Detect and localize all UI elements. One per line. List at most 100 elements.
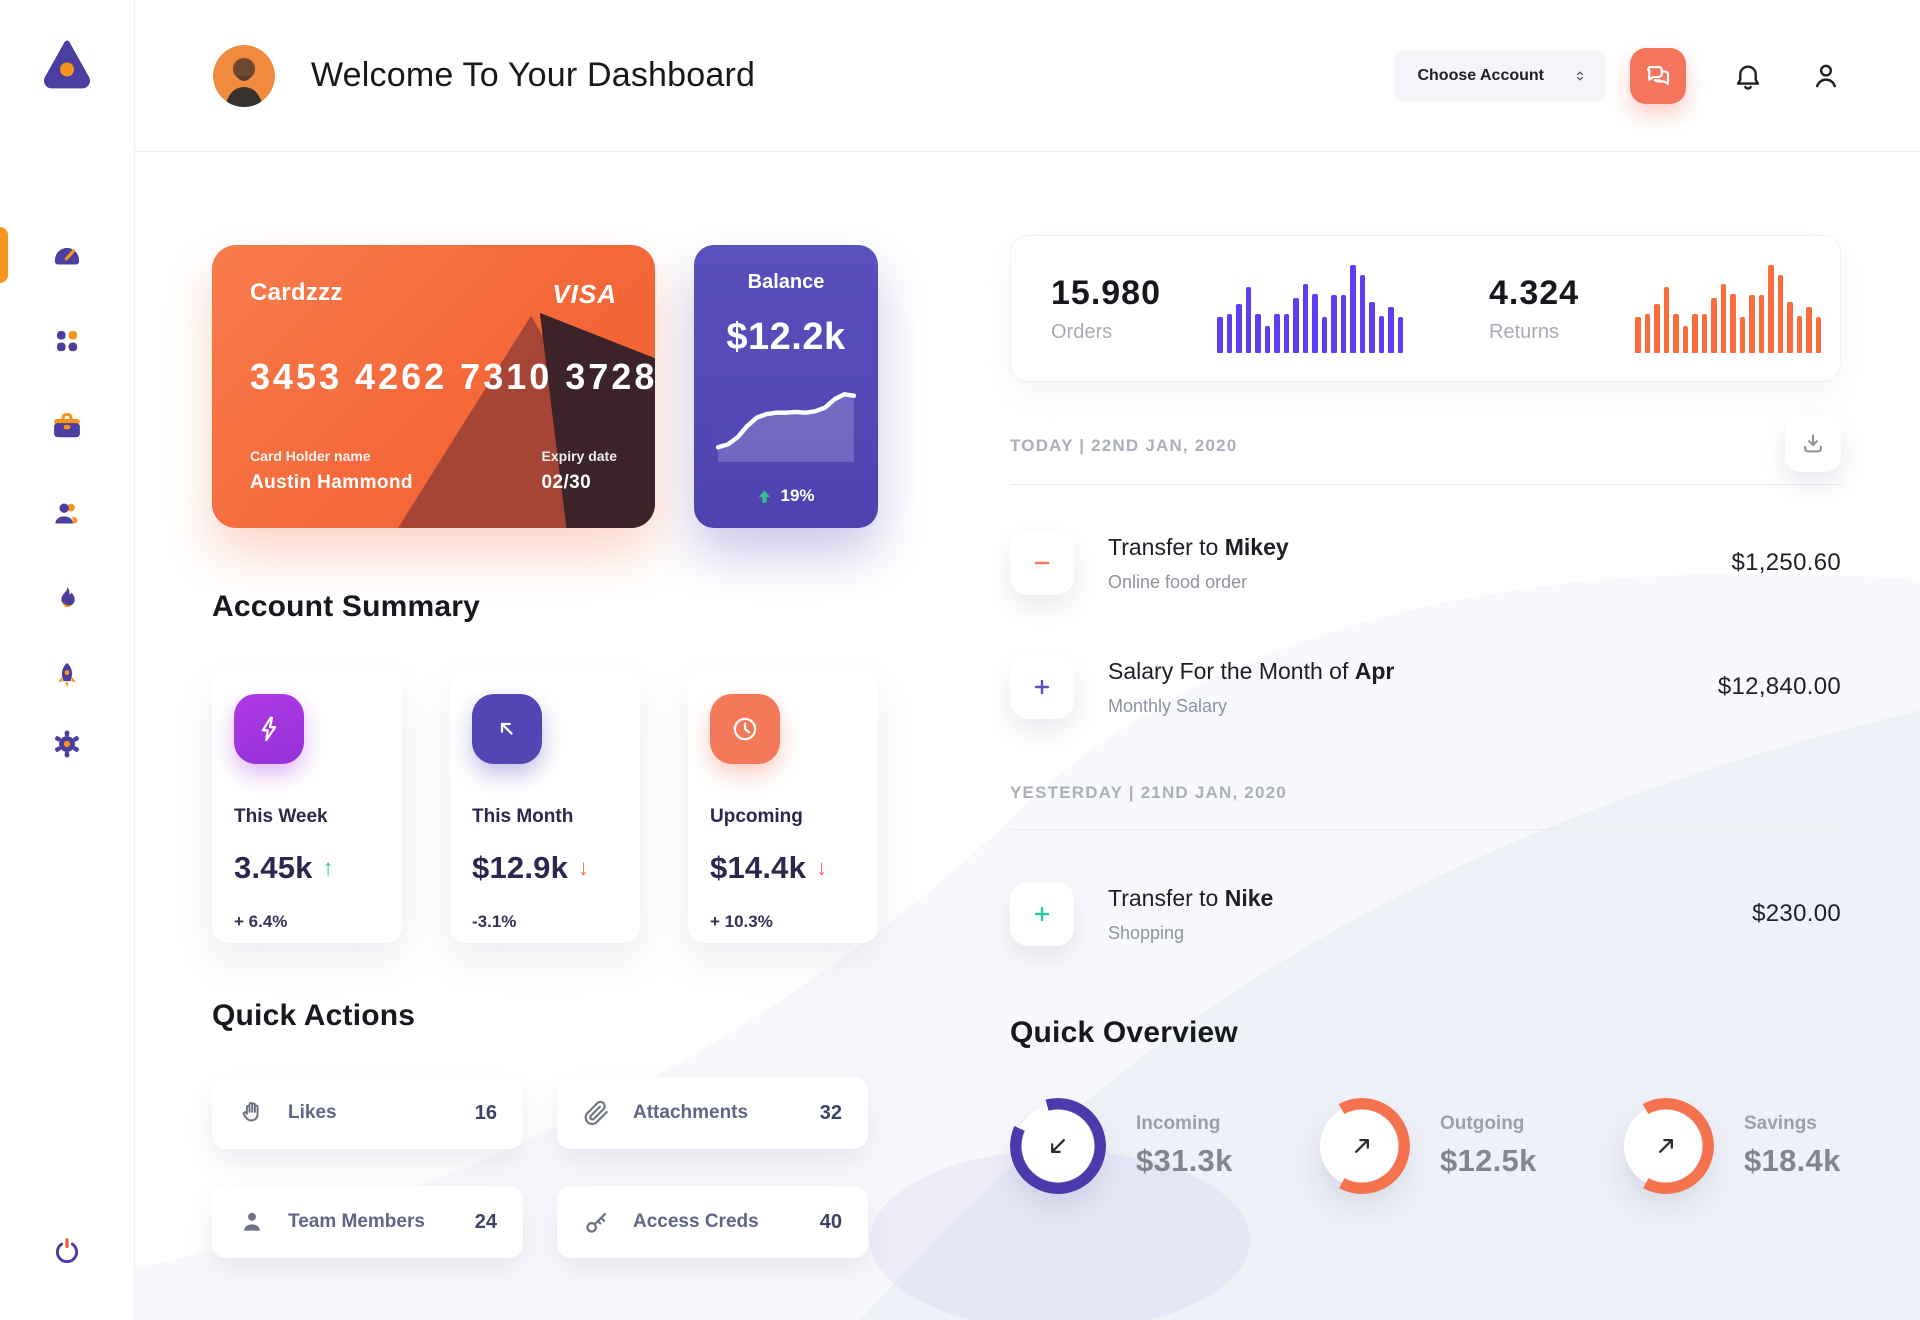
card-holder-name: Austin Hammond: [250, 472, 413, 493]
user-icon: [1816, 64, 1836, 87]
profile-button[interactable]: [1810, 60, 1842, 92]
quick-action-label: Access Creds: [633, 1211, 759, 1232]
account-select[interactable]: Choose Account: [1395, 50, 1606, 101]
quick-overview-row: Incoming $31.3k Outgoing $12.5k: [1010, 1098, 1841, 1194]
transaction-subtitle: Monthly Salary: [1108, 695, 1228, 716]
transaction-row-salary[interactable]: Salary For the Month of Apr Monthly Sala…: [1010, 655, 1841, 719]
overview-savings: Savings $18.4k: [1618, 1098, 1920, 1194]
transaction-subtitle: Shopping: [1108, 922, 1185, 943]
sidebar-item-work[interactable]: [0, 384, 134, 470]
sidebar-item-team[interactable]: [0, 470, 134, 556]
returns-label: Returns: [1489, 320, 1560, 343]
download-button[interactable]: [1785, 416, 1841, 472]
sidebar-item-settings[interactable]: [0, 710, 134, 778]
orders-returns-card: 15.980 Orders 4.324 Returns: [1010, 235, 1841, 382]
account-summary-cards: This Week 3.45k ↑ + 6.4% This Month $12.…: [212, 670, 878, 943]
transaction-amount: $12,840.00: [1717, 673, 1841, 700]
quick-action-count: 40: [819, 1210, 842, 1233]
quick-action-attachments[interactable]: Attachments 32: [557, 1077, 868, 1149]
dashboard-gauge-icon: [54, 247, 80, 265]
transaction-row-mikey[interactable]: Transfer to Mikey Online food order $1,2…: [1010, 531, 1841, 595]
person-icon: [244, 1212, 260, 1231]
overview-value: $18.4k: [1744, 1143, 1841, 1178]
orders-bar-chart: [1217, 264, 1403, 353]
orders-label: Orders: [1051, 320, 1113, 343]
transaction-row-nike[interactable]: Transfer to Nike Shopping $230.00: [1010, 882, 1841, 946]
plus-icon: [1010, 655, 1074, 719]
overview-value: $31.3k: [1136, 1143, 1233, 1178]
returns-bar-chart: [1635, 264, 1822, 353]
app-logo[interactable]: [35, 30, 99, 94]
overview-outgoing: Outgoing $12.5k: [1314, 1098, 1618, 1194]
visa-logo: VISA: [552, 279, 617, 309]
quick-action-label: Attachments: [633, 1102, 749, 1123]
summary-card-this-week: This Week 3.45k ↑ + 6.4%: [212, 670, 402, 943]
trend-down-icon: ↓: [816, 855, 828, 880]
sidebar-item-dashboard[interactable]: [0, 212, 134, 298]
summary-card-upcoming: Upcoming $14.4k ↓ + 10.3%: [688, 670, 878, 943]
header: Welcome To Your Dashboard Choose Account: [135, 0, 1920, 152]
chat-icon: [1646, 65, 1670, 85]
overview-label: Outgoing: [1440, 1113, 1525, 1134]
quick-actions-grid: Likes 16 Attachments 32: [212, 1077, 878, 1258]
minus-icon: [1010, 531, 1074, 595]
logo-triangle-icon: [44, 40, 90, 89]
orders-value: 15.980: [1051, 273, 1161, 312]
quick-action-likes[interactable]: Likes 16: [212, 1077, 523, 1149]
date-header: TODAY | 22ND JAN, 2020: [1010, 436, 1238, 455]
card-name: Cardzzz: [250, 279, 343, 306]
transaction-title: Transfer to Nike: [1108, 884, 1274, 911]
arrow-up-right-icon: [1659, 1139, 1673, 1153]
chevron-up-down-icon: [1577, 71, 1583, 80]
expiry-label: Expiry date: [541, 448, 617, 464]
clock-icon: [733, 717, 757, 741]
balance-trend-chart: [715, 392, 857, 462]
overview-label: Incoming: [1136, 1113, 1221, 1134]
quick-action-count: 24: [474, 1210, 497, 1233]
team-icon: [55, 503, 78, 524]
quick-actions-title: Quick Actions: [212, 999, 416, 1032]
balance-delta: 19%: [780, 486, 815, 505]
chat-button[interactable]: [1630, 47, 1686, 104]
trend-arrow-icon: [500, 722, 513, 735]
paperclip-icon: [584, 1100, 608, 1125]
arrow-up-right-icon: [1355, 1139, 1369, 1153]
transaction-subtitle: Online food order: [1108, 571, 1248, 592]
balance-card: Balance $12.2k 19%: [694, 245, 878, 528]
transaction-amount: $230.00: [1752, 900, 1841, 927]
overview-incoming: Incoming $31.3k: [1010, 1098, 1314, 1194]
summary-delta: -3.1%: [472, 912, 517, 931]
bell-icon: [1736, 65, 1760, 90]
key-icon: [586, 1212, 607, 1233]
download-icon: [1804, 434, 1822, 453]
page-title: Welcome To Your Dashboard: [311, 56, 756, 94]
sidebar-item-launch[interactable]: [0, 642, 134, 710]
expiry-date: 02/30: [541, 472, 592, 493]
sidebar-item-activity[interactable]: [0, 556, 134, 642]
transactions-today-header: TODAY | 22ND JAN, 2020: [1010, 416, 1841, 472]
sidebar-item-apps[interactable]: [0, 298, 134, 384]
briefcase-icon: [54, 412, 80, 438]
account-summary-title: Account Summary: [212, 590, 481, 623]
quick-action-team-members[interactable]: Team Members 24: [212, 1186, 523, 1258]
rocket-icon: [57, 662, 77, 688]
flame-icon: [61, 587, 75, 608]
overview-value: $12.5k: [1440, 1143, 1537, 1178]
quick-action-count: 32: [819, 1101, 842, 1124]
credit-card: Cardzzz VISA 3453 4262 7310 3728 Card Ho…: [212, 245, 655, 528]
transaction-amount: $1,250.60: [1731, 549, 1841, 576]
power-button[interactable]: [51, 1235, 83, 1270]
quick-action-label: Team Members: [288, 1211, 425, 1232]
quick-action-access-creds[interactable]: Access Creds 40: [557, 1186, 868, 1258]
overview-label: Savings: [1744, 1113, 1817, 1134]
sidebar: [0, 0, 135, 1320]
account-select-value: Choose Account: [1417, 66, 1544, 84]
summary-label: This Week: [234, 806, 328, 827]
apps-grid-icon: [57, 331, 78, 352]
arrow-down-left-icon: [1051, 1139, 1065, 1153]
settings-gear-icon: [55, 730, 79, 758]
summary-value: $12.9k: [472, 850, 569, 885]
notifications-button[interactable]: [1732, 60, 1764, 92]
main-content: Cardzzz VISA 3453 4262 7310 3728 Card Ho…: [135, 152, 1920, 1320]
plus-icon: [1010, 882, 1074, 946]
